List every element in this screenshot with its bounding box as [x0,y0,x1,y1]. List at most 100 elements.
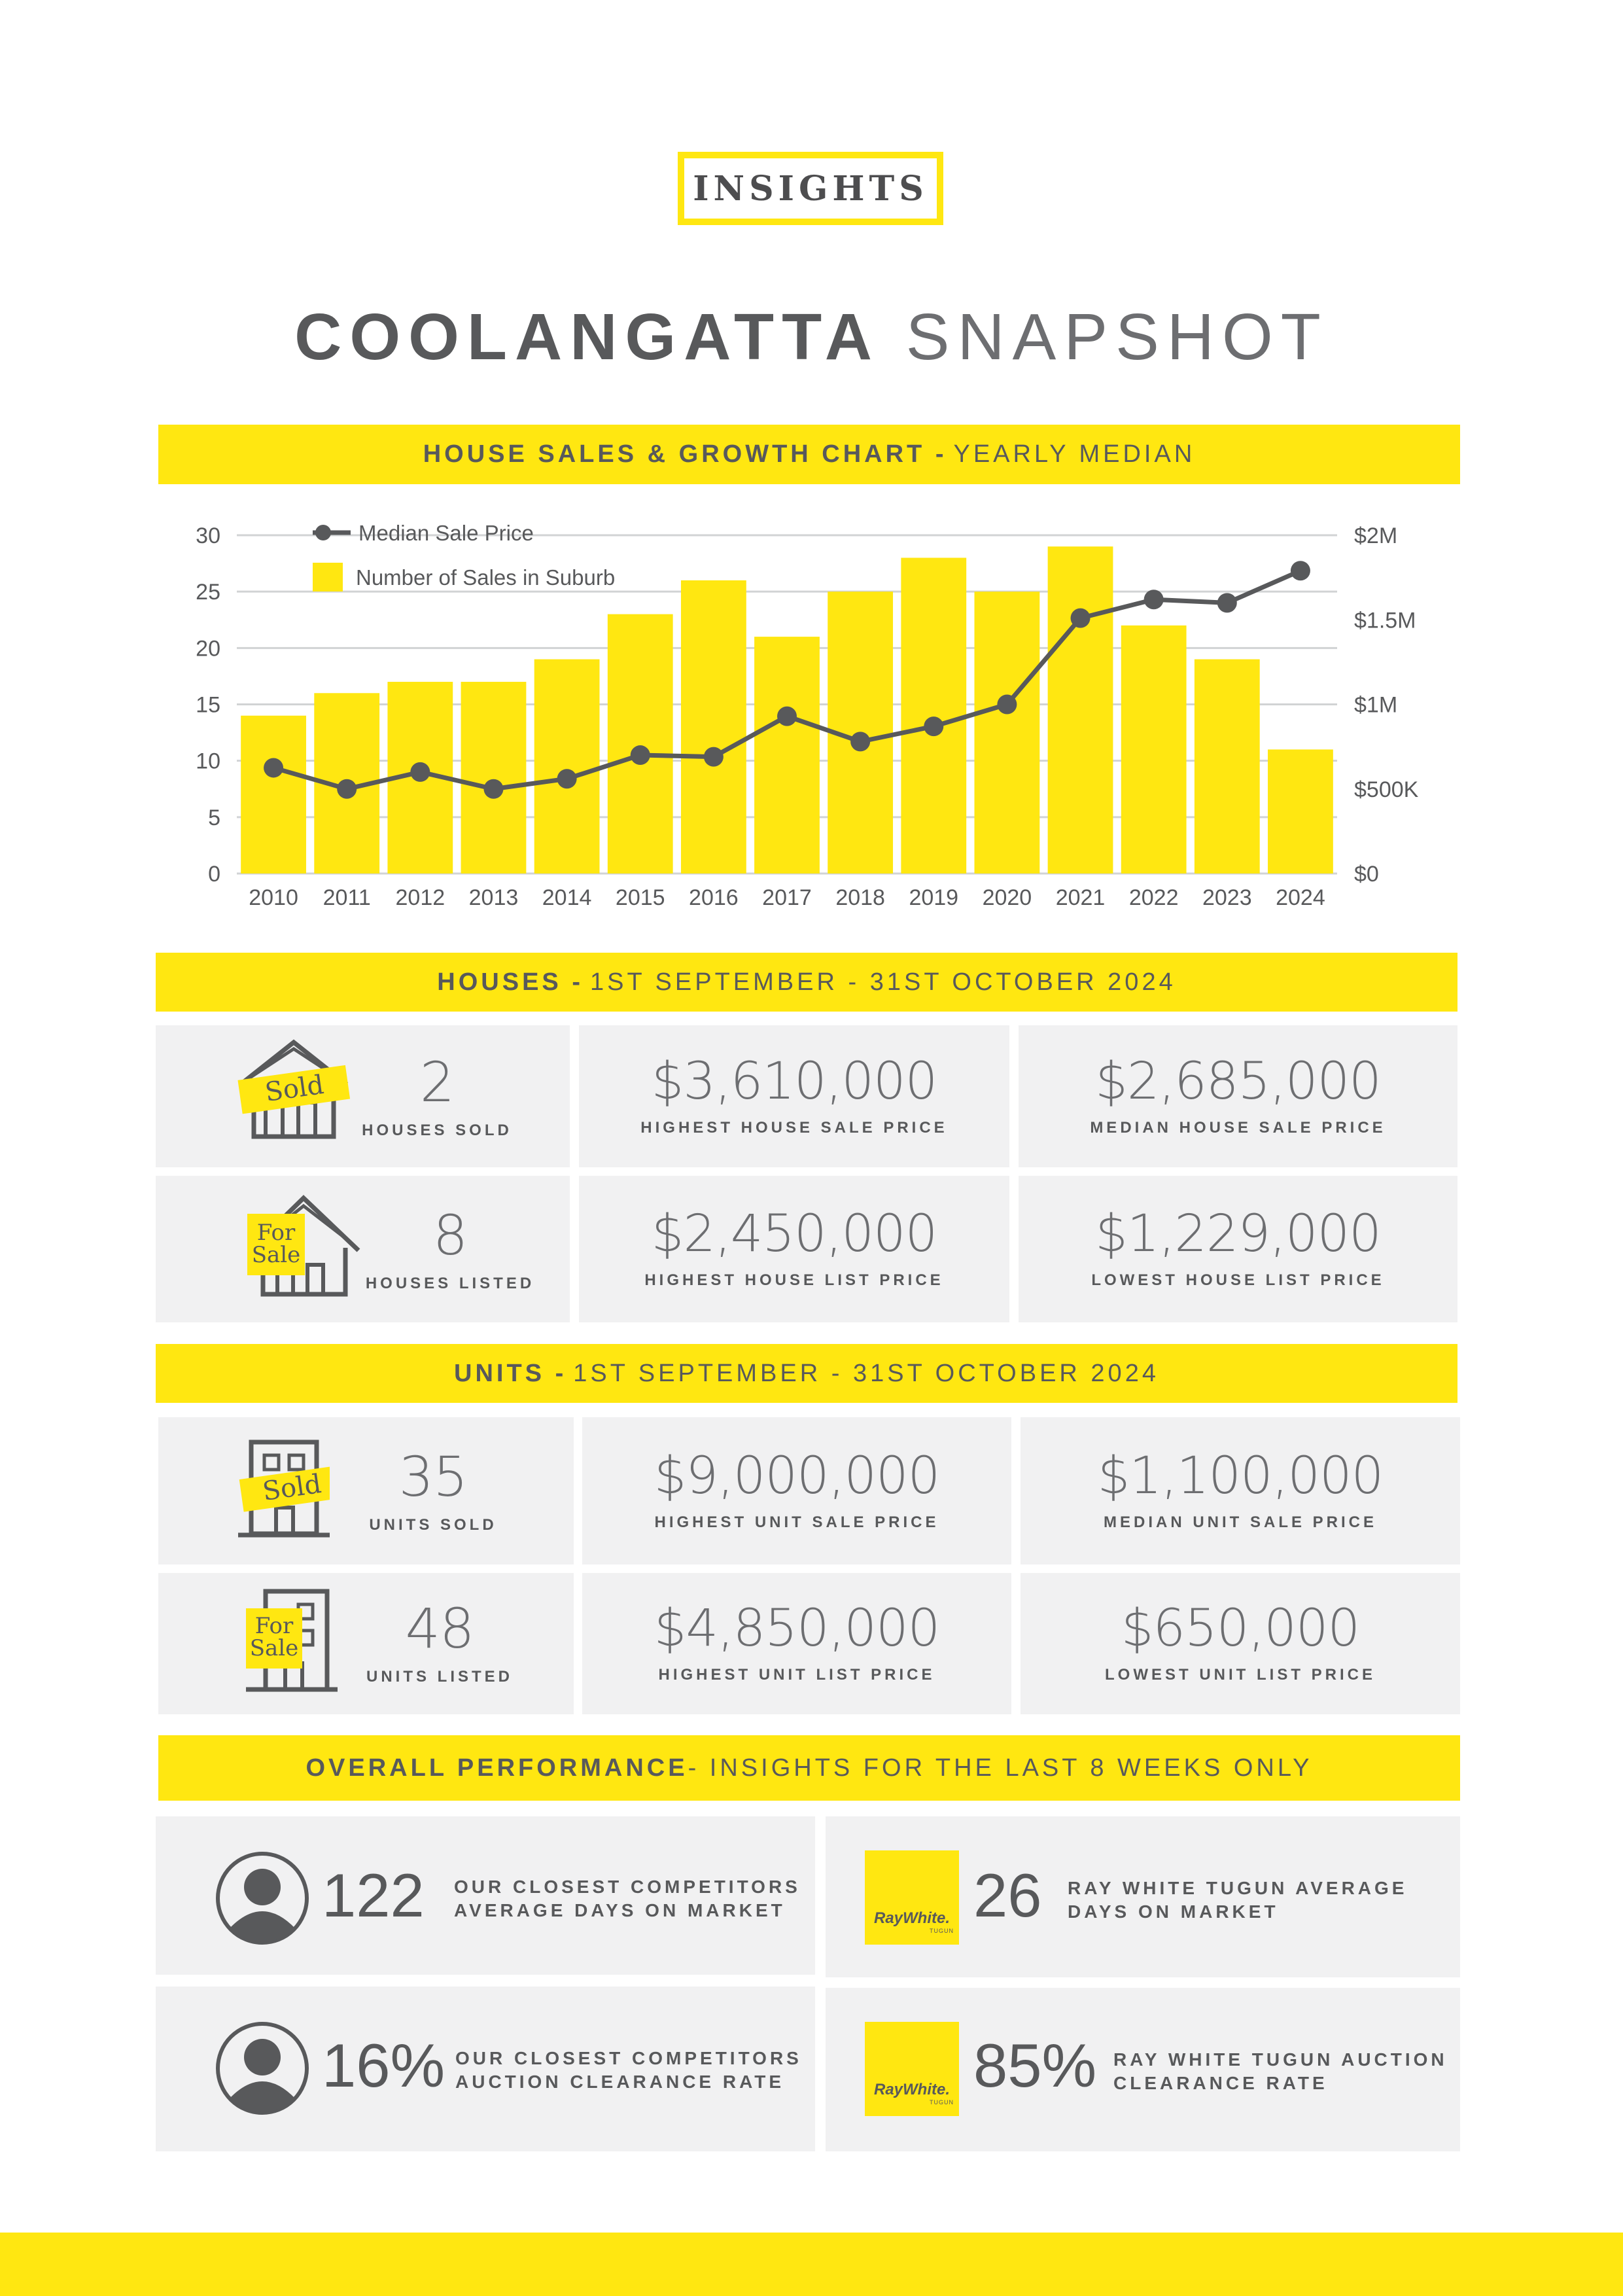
median-price-point [557,769,577,789]
median-price-point [850,732,871,752]
houses-section-header: HOUSES - 1ST SEPTEMBER - 31ST OCTOBER 20… [156,953,1457,1012]
left-axis-tick-label: 5 [208,805,220,830]
raywhite-logo: RayWhite. TUGUN [865,2022,959,2116]
right-axis-tick-label: $500K [1354,777,1419,802]
lowest-house-list-label: LOWEST HOUSE LIST PRICE [1091,1271,1385,1289]
title-suburb: COOLANGATTA [294,300,880,374]
competitor-days-card: 122 OUR CLOSEST COMPETITORS AVERAGE DAYS… [156,1816,815,1975]
houses-sold-value: 2 [419,1050,455,1114]
median-price-point [703,747,724,767]
median-price-point [777,706,797,726]
x-axis-tick-label: 2023 [1202,885,1252,910]
lowest-unit-list-label: LOWEST UNIT LIST PRICE [1105,1666,1376,1684]
x-axis-tick-label: 2010 [249,885,298,910]
median-price-point [1070,608,1091,628]
raywhite-clearance-value: 85% [973,2031,1097,2100]
left-axis-tick-label: 10 [196,749,220,774]
highest-house-sale-card: $3,610,000 HIGHEST HOUSE SALE PRICE [579,1025,1009,1167]
legend-sales-label: Number of Sales in Suburb [356,565,615,590]
left-axis-tick-label: 15 [196,693,220,718]
x-axis-tick-label: 2012 [396,885,445,910]
houses-sold-card: Sold 2 HOUSES SOLD [156,1025,570,1167]
units-listed-label: UNITS LISTED [366,1668,513,1686]
person-avatar-icon [216,2022,309,2115]
overall-header-bold: OVERALL PERFORMANCE [305,1754,688,1782]
x-axis-tick-label: 2018 [835,885,885,910]
left-axis-tick-label: 30 [196,523,220,548]
x-axis-tick-label: 2011 [323,885,371,910]
sales-bar [1047,546,1113,874]
sales-bar [974,592,1040,874]
highest-house-sale-value: $3,610,000 [651,1051,938,1111]
houses-listed-card: For Sale 8 HOUSES LISTED [156,1176,570,1322]
median-price-point [337,779,357,799]
left-axis-tick-label: 20 [196,636,220,661]
units-sold-value: 35 [398,1445,468,1509]
unit-for-tag-text: For [255,1613,294,1639]
for-tag-text: For [257,1220,296,1246]
highest-unit-sale-label: HIGHEST UNIT SALE PRICE [654,1513,939,1531]
right-axis-tick-label: $1.5M [1354,608,1416,633]
highest-unit-sale-card: $9,000,000 HIGHEST UNIT SALE PRICE [582,1417,1011,1564]
chart-section-header: HOUSE SALES & GROWTH CHART - YEARLY MEDI… [158,425,1460,484]
units-header-bold: UNITS - [454,1359,567,1387]
median-price-point [264,758,284,778]
unit-sale-tag-text: Sale [250,1635,299,1661]
lowest-house-list-card: $1,229,000 LOWEST HOUSE LIST PRICE [1019,1176,1457,1322]
highest-house-list-label: HIGHEST HOUSE LIST PRICE [644,1271,944,1289]
house-sold-icon: Sold [237,1039,351,1139]
raywhite-days-line2: DAYS ON MARKET [1068,1901,1279,1922]
raywhite-logo: RayWhite. TUGUN [865,1850,959,1945]
raywhite-logo-brand: RayWhite. [873,1909,950,1927]
median-price-point [483,779,504,799]
sales-bar [241,715,306,874]
chart-header-bold: HOUSE SALES & GROWTH CHART - [423,440,947,468]
left-axis-tick-label: 25 [196,580,220,605]
units-listed-card: For Sale 48 UNITS LISTED [158,1573,574,1714]
x-axis-tick-label: 2020 [983,885,1032,910]
median-unit-sale-label: MEDIAN UNIT SALE PRICE [1103,1513,1377,1531]
legend-line-marker [315,525,331,540]
raywhite-days-line1: RAY WHITE TUGUN AVERAGE [1068,1878,1408,1898]
median-price-point [630,745,650,766]
competitor-days-line2: AVERAGE DAYS ON MARKET [454,1900,786,1921]
houses-listed-label: HOUSES LISTED [365,1275,535,1292]
median-house-sale-value: $2,685,000 [1095,1051,1382,1111]
unit-for-sale-icon: For Sale [246,1589,338,1692]
page-title: COOLANGATTA SNAPSHOT [0,300,1623,375]
x-axis-tick-label: 2013 [469,885,519,910]
left-axis-tick-label: 0 [208,862,220,887]
raywhite-logo-sub: TUGUN [930,2099,954,2106]
highest-unit-list-card: $4,850,000 HIGHEST UNIT LIST PRICE [582,1573,1011,1714]
median-price-point [410,762,430,782]
median-price-point [1290,561,1310,581]
person-avatar-icon [216,1852,309,1945]
legend-median-price-label: Median Sale Price [358,521,534,545]
unit-sold-icon: Sold [238,1439,330,1538]
units-sold-card: Sold 35 UNITS SOLD [158,1417,574,1564]
sale-tag-text: Sale [252,1242,301,1268]
median-price-point [1217,593,1237,613]
median-house-sale-label: MEDIAN HOUSE SALE PRICE [1090,1118,1386,1137]
units-header-light: 1ST SEPTEMBER - 31ST OCTOBER 2024 [573,1359,1159,1387]
x-axis-tick-label: 2024 [1276,885,1325,910]
sales-bar [1121,625,1187,874]
sales-bar [1194,659,1260,874]
highest-house-list-value: $2,450,000 [651,1205,938,1263]
x-axis-tick-label: 2014 [542,885,592,910]
competitor-days-line1: OUR CLOSEST COMPETITORS [454,1877,801,1897]
sales-bar [1268,749,1333,874]
footer-bar [0,2233,1623,2296]
units-section-header: UNITS - 1ST SEPTEMBER - 31ST OCTOBER 202… [156,1344,1457,1403]
highest-unit-list-value: $4,850,000 [654,1599,941,1658]
title-snapshot: SNAPSHOT [905,300,1329,374]
sales-bar [534,659,600,874]
sales-bar [607,614,673,874]
raywhite-clearance-line2: CLEARANCE RATE [1113,2073,1328,2094]
lowest-unit-list-card: $650,000 LOWEST UNIT LIST PRICE [1021,1573,1460,1714]
x-axis-tick-label: 2019 [909,885,958,910]
raywhite-days-value: 26 [973,1861,1042,1930]
units-listed-value: 48 [405,1597,475,1661]
raywhite-logo-sub: TUGUN [930,1928,954,1934]
raywhite-days-card: RayWhite. TUGUN 26 RAY WHITE TUGUN AVERA… [826,1816,1460,1977]
